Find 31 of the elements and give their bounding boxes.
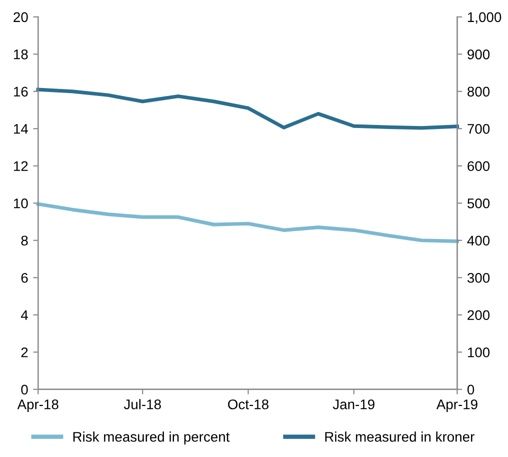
y-tick-label: 16	[14, 86, 28, 97]
y-tick-label: 8	[21, 236, 28, 246]
y-tick-label: 0	[21, 384, 28, 395]
x-tick-label: Apr-18	[17, 399, 58, 412]
y2-tick-label: 800	[468, 86, 490, 97]
line-series	[36, 88, 460, 130]
y2-tick-label: 100	[468, 347, 490, 358]
y2-tick-label: 200	[468, 310, 490, 320]
y-tick-label: 18	[14, 49, 28, 60]
y-tick-label: 14	[14, 124, 28, 134]
y2-tick-label: 500	[467, 198, 490, 208]
y2-tick-label: 0	[467, 384, 474, 395]
y-tick-label: 10	[14, 198, 28, 208]
legend-label: Risk measured in percent	[73, 432, 230, 444]
x-tick-label: Apr-19	[436, 399, 478, 412]
y2-tick-label: 300	[467, 272, 490, 283]
y2-tick-label: 600	[468, 161, 490, 172]
x-tick-label: Jan-19	[332, 399, 374, 410]
x-tick-label: Jul-18	[124, 399, 161, 410]
y-tick-label: 2	[21, 347, 28, 358]
y-tick-label: 20	[14, 12, 28, 22]
y2-tick-label: 900	[468, 49, 490, 60]
line-series	[36, 202, 460, 244]
y-tick-label: 4	[20, 310, 28, 320]
y2-tick-label: 400	[467, 236, 490, 246]
x-tick-label: Oct-18	[228, 399, 268, 410]
y2-tick-label: 700	[468, 124, 490, 134]
y-tick-label: 6	[21, 272, 28, 283]
y-tick-label: 12	[14, 161, 28, 171]
y2-tick-label: 1,000	[468, 12, 502, 24]
legend-label: Risk measured in kroner	[325, 432, 474, 442]
